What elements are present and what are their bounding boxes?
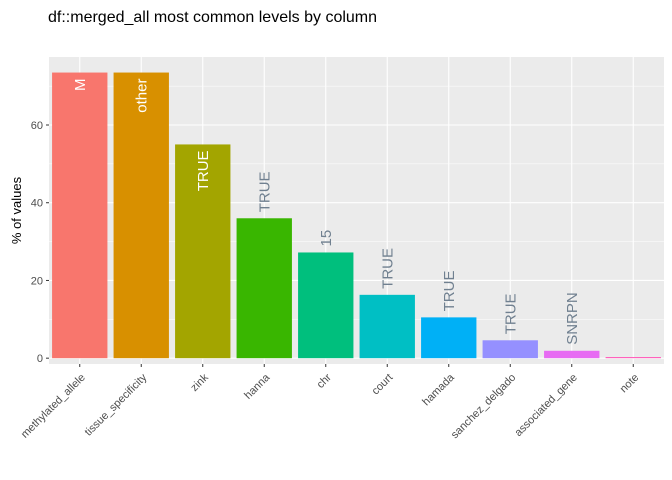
bar-label-hamada: TRUE <box>441 271 458 312</box>
y-axis-ticks: 0 20 40 60 <box>31 120 49 365</box>
y-tick-label: 0 <box>37 353 43 365</box>
bar-label-zink: TRUE <box>195 150 212 191</box>
x-tick-label-associated_gene: associated_gene <box>513 372 580 439</box>
y-axis-label: % of values <box>9 176 24 244</box>
x-tick-label-methylated_allele: methylated_allele <box>19 372 88 441</box>
bar-label-associated_gene: SNRPN <box>564 292 581 345</box>
y-tick-label: 40 <box>31 198 43 210</box>
x-tick-label-court: court <box>370 372 396 398</box>
bar-methylated_allele <box>52 72 108 359</box>
x-tick-label-tissue_specificity: tissue_specificity <box>83 371 150 438</box>
bar-zink <box>175 144 231 359</box>
bar-chr <box>298 252 354 359</box>
bar-court <box>359 294 415 359</box>
x-tick-label-note: note <box>618 372 642 396</box>
y-tick-label: 20 <box>31 275 43 287</box>
bar-note <box>605 357 661 359</box>
x-tick-label-chr: chr <box>315 371 335 391</box>
x-tick-label-sanchez_delgado: sanchez_delgado <box>449 372 518 441</box>
bar-associated_gene <box>544 350 600 359</box>
y-tick-label: 60 <box>31 120 43 132</box>
bar-label-methylated_allele: M <box>72 79 89 92</box>
bar-hamada <box>421 317 477 359</box>
bar-tissue_specificity <box>113 72 169 359</box>
bar-label-hanna: TRUE <box>256 171 273 212</box>
x-tick-label-hanna: hanna <box>242 371 273 402</box>
bar-sanchez_delgado <box>482 340 538 359</box>
bar-label-chr: 15 <box>318 230 335 247</box>
bar-hanna <box>236 218 292 359</box>
x-tick-label-zink: zink <box>189 371 212 394</box>
bars <box>52 72 661 359</box>
chart-title: df::merged_all most common levels by col… <box>48 9 377 26</box>
bar-label-sanchez_delgado: TRUE <box>502 293 519 334</box>
bar-label-court: TRUE <box>379 248 396 289</box>
x-tick-label-hamada: hamada <box>420 371 457 408</box>
bar-label-tissue_specificity: other <box>133 79 150 113</box>
